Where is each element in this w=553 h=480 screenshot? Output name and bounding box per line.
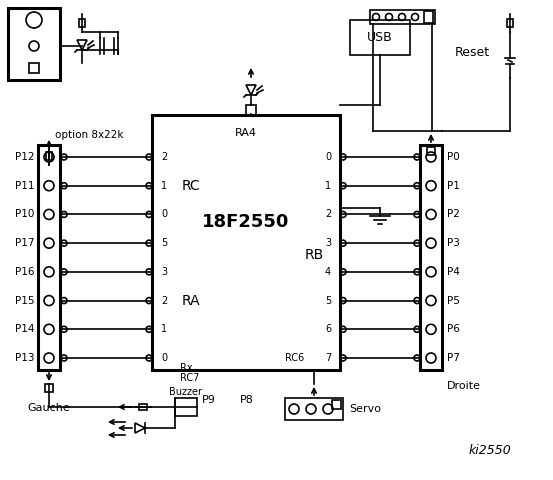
Text: 3: 3 [325, 238, 331, 248]
Text: 0: 0 [161, 209, 167, 219]
Text: P8: P8 [240, 395, 254, 405]
Bar [285, 398, 343, 420]
Bar [246, 105, 256, 115]
Text: Gauche: Gauche [28, 403, 70, 413]
Text: P7: P7 [447, 353, 460, 363]
Text: 1: 1 [161, 180, 167, 191]
Text: 1: 1 [161, 324, 167, 334]
Bar [79, 19, 85, 27]
Bar [139, 404, 147, 410]
Text: RC: RC [182, 179, 201, 192]
Bar [46, 152, 52, 160]
Text: P2: P2 [447, 209, 460, 219]
Text: P12: P12 [14, 152, 34, 162]
Text: 5: 5 [325, 296, 331, 306]
Bar [507, 19, 513, 27]
Text: RC7: RC7 [180, 373, 200, 383]
Text: option 8x22k: option 8x22k [55, 130, 123, 140]
Bar [370, 10, 435, 24]
Text: Buzzer: Buzzer [170, 387, 202, 397]
Bar [427, 147, 435, 155]
Text: P5: P5 [447, 296, 460, 306]
Text: Rx: Rx [180, 363, 192, 373]
Text: P1: P1 [447, 180, 460, 191]
Text: 5: 5 [161, 238, 167, 248]
Text: 18F2550: 18F2550 [202, 213, 290, 231]
Bar [45, 384, 53, 392]
Text: RA4: RA4 [235, 128, 257, 138]
Text: P3: P3 [447, 238, 460, 248]
Text: Servo: Servo [349, 404, 381, 414]
Text: P16: P16 [14, 267, 34, 277]
Text: USB: USB [367, 31, 393, 44]
Bar [29, 63, 39, 73]
Text: P14: P14 [14, 324, 34, 334]
Bar [332, 400, 341, 409]
Text: P17: P17 [14, 238, 34, 248]
Text: Droite: Droite [447, 381, 481, 391]
Text: P13: P13 [14, 353, 34, 363]
Bar [350, 20, 410, 55]
Bar [420, 145, 442, 370]
Bar [175, 398, 197, 416]
Text: RB: RB [305, 248, 324, 262]
Text: RA: RA [182, 294, 201, 308]
Text: P15: P15 [14, 296, 34, 306]
Text: 0: 0 [161, 353, 167, 363]
Text: RC6: RC6 [285, 353, 304, 363]
Text: ki2550: ki2550 [468, 444, 512, 456]
Text: 1: 1 [325, 180, 331, 191]
Text: 0: 0 [325, 152, 331, 162]
Text: 4: 4 [325, 267, 331, 277]
Text: P4: P4 [447, 267, 460, 277]
Text: P0: P0 [447, 152, 460, 162]
Bar [424, 11, 433, 23]
Text: 7: 7 [325, 353, 331, 363]
Text: 2: 2 [161, 152, 167, 162]
Text: 2: 2 [161, 296, 167, 306]
Text: P10: P10 [14, 209, 34, 219]
Bar [8, 8, 60, 80]
Text: 2: 2 [325, 209, 331, 219]
Text: P6: P6 [447, 324, 460, 334]
Text: P11: P11 [14, 180, 34, 191]
Bar [38, 145, 60, 370]
Bar [152, 115, 340, 370]
Text: 6: 6 [325, 324, 331, 334]
Text: 3: 3 [161, 267, 167, 277]
Text: P9: P9 [202, 395, 216, 405]
Text: Reset: Reset [455, 46, 490, 59]
